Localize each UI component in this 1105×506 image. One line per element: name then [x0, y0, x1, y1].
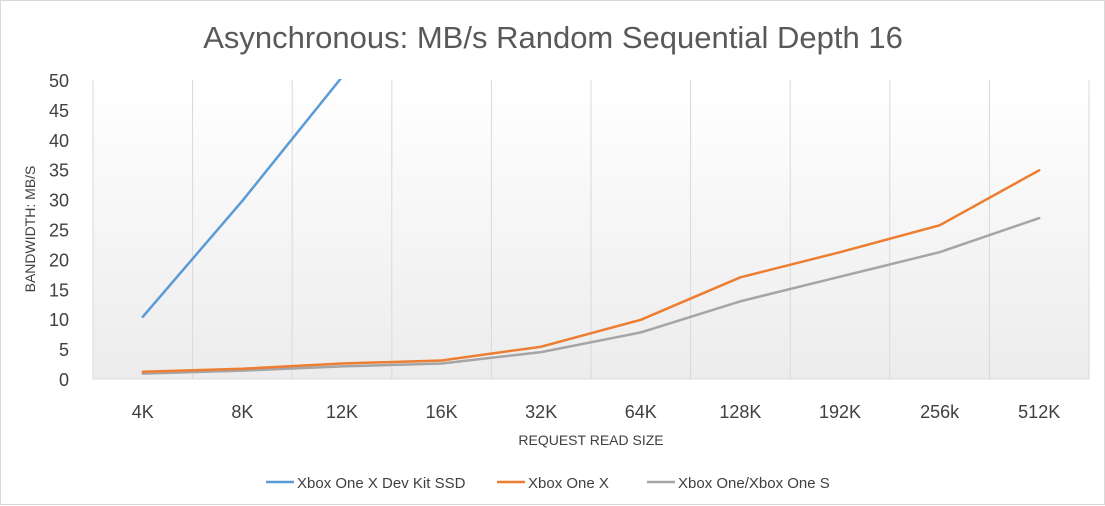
legend-label: Xbox One X Dev Kit SSD	[297, 475, 466, 492]
x-tick-label: 64K	[625, 402, 657, 422]
gridlines	[92, 80, 1090, 380]
series-line	[141, 79, 342, 319]
chart-title: Asynchronous: MB/s Random Sequential Dep…	[203, 20, 903, 55]
x-axis-label: REQUEST READ SIZE	[518, 432, 663, 448]
legend-label: Xbox One/Xbox One S	[678, 475, 830, 492]
y-tick-label: 5	[59, 340, 69, 360]
y-tick-label: 30	[49, 191, 69, 211]
legend-item: Xbox One X	[497, 475, 609, 492]
legend-label: Xbox One X	[528, 475, 609, 492]
x-axis-ticks: 4K 8K 12K 16K 32K 64K 128K 192K 256k 512K	[132, 402, 1060, 422]
y-tick-label: 10	[49, 310, 69, 330]
legend-item: Xbox One/Xbox One S	[647, 475, 830, 492]
y-tick-label: 45	[49, 101, 69, 121]
legend: Xbox One X Dev Kit SSD Xbox One X Xbox One…	[266, 475, 830, 492]
series-line	[141, 216, 1041, 375]
x-tick-label: 4K	[132, 402, 154, 422]
y-tick-label: 35	[49, 161, 69, 181]
y-tick-label: 15	[49, 280, 69, 300]
y-tick-label: 0	[59, 370, 69, 390]
x-tick-label: 12K	[326, 402, 358, 422]
series-lines	[141, 79, 1041, 375]
y-tick-label: 25	[49, 221, 69, 241]
y-axis-ticks: 0 5 10 15 20 25 30 35 40 45 50	[49, 71, 69, 390]
y-tick-label: 20	[49, 250, 69, 270]
series-line	[141, 169, 1041, 374]
y-tick-label: 40	[49, 131, 69, 151]
x-tick-label: 8K	[231, 402, 253, 422]
legend-item: Xbox One X Dev Kit SSD	[266, 475, 466, 492]
x-tick-label: 16K	[426, 402, 458, 422]
x-tick-label: 512K	[1018, 402, 1060, 422]
x-tick-label: 256k	[920, 402, 960, 422]
y-axis-label: BANDWIDTH: MB/S	[22, 166, 38, 293]
x-tick-label: 32K	[525, 402, 557, 422]
y-tick-label: 50	[49, 71, 69, 91]
x-tick-label: 128K	[719, 402, 761, 422]
x-tick-label: 192K	[819, 402, 861, 422]
